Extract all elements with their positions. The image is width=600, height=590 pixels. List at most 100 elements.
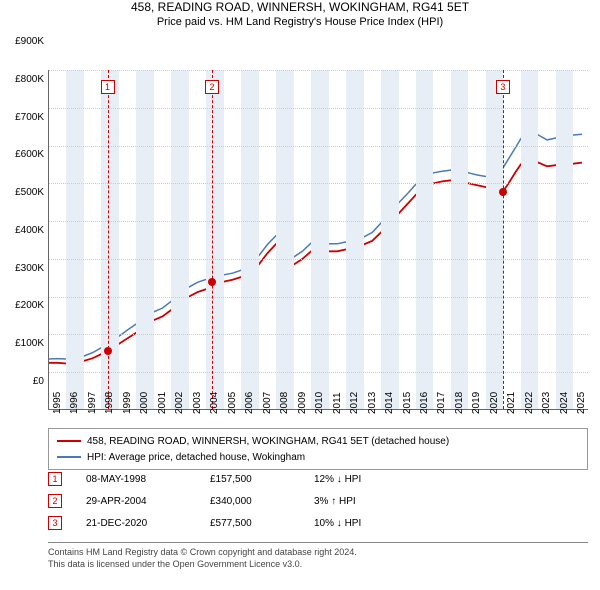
y-axis-label: £800K [4, 74, 44, 85]
x-axis-label: 2020 [489, 392, 500, 414]
gridline [49, 70, 588, 71]
event-marker-box: 1 [101, 80, 115, 94]
year-shade [451, 70, 468, 409]
event-row-date: 29-APR-2004 [86, 496, 186, 507]
year-shade [416, 70, 433, 409]
event-row-date: 08-MAY-1998 [86, 474, 186, 485]
y-axis-label: £500K [4, 187, 44, 198]
y-axis-label: £100K [4, 338, 44, 349]
x-axis-label: 2013 [367, 392, 378, 414]
x-axis-label: 2011 [332, 392, 343, 414]
year-shade [206, 70, 223, 409]
x-axis-label: 2014 [384, 392, 395, 414]
x-axis-label: 2021 [506, 392, 517, 414]
legend-box: 458, READING ROAD, WINNERSH, WOKINGHAM, … [48, 428, 588, 470]
event-row-price: £340,000 [210, 496, 290, 507]
footnote-line2: This data is licensed under the Open Gov… [48, 559, 588, 571]
x-axis-label: 2004 [209, 392, 220, 414]
x-axis-label: 2016 [419, 392, 430, 414]
x-axis-label: 2017 [436, 392, 447, 414]
legend-row-property: 458, READING ROAD, WINNERSH, WOKINGHAM, … [57, 433, 579, 449]
gridline [49, 259, 588, 260]
x-axis-label: 2009 [297, 392, 308, 414]
year-shade [486, 70, 503, 409]
gridline [49, 183, 588, 184]
year-shade [171, 70, 188, 409]
gridline [49, 221, 588, 222]
year-shade [101, 70, 118, 409]
legend-label-property: 458, READING ROAD, WINNERSH, WOKINGHAM, … [87, 436, 449, 447]
event-row-marker: 3 [48, 516, 62, 530]
y-axis-label: £600K [4, 149, 44, 160]
x-axis-label: 2015 [402, 392, 413, 414]
x-axis-label: 1996 [69, 392, 80, 414]
y-axis-label: £400K [4, 225, 44, 236]
chart-title: 458, READING ROAD, WINNERSH, WOKINGHAM, … [0, 0, 600, 14]
year-shade [311, 70, 328, 409]
legend-row-hpi: HPI: Average price, detached house, Woki… [57, 449, 579, 465]
chart-subtitle: Price paid vs. HM Land Registry's House … [0, 16, 600, 28]
x-axis-label: 2010 [314, 392, 325, 414]
event-row-price: £577,500 [210, 518, 290, 529]
legend-swatch-property [57, 440, 81, 442]
year-shade [136, 70, 153, 409]
event-marker-box: 2 [205, 80, 219, 94]
year-shade [556, 70, 573, 409]
x-axis-label: 2024 [559, 392, 570, 414]
event-row-marker: 2 [48, 494, 62, 508]
x-axis-label: 2018 [454, 392, 465, 414]
gridline [49, 108, 588, 109]
event-row-date: 21-DEC-2020 [86, 518, 186, 529]
gridline [49, 297, 588, 298]
y-axis-label: £0 [4, 376, 44, 387]
gridline [49, 146, 588, 147]
x-axis-label: 1999 [122, 392, 133, 414]
year-shade [381, 70, 398, 409]
events-table: 1 08-MAY-1998 £157,500 12% ↓ HPI 2 29-APR-200… [48, 468, 414, 534]
year-shade [521, 70, 538, 409]
x-axis-label: 2008 [279, 392, 290, 414]
year-shade [276, 70, 293, 409]
x-axis-label: 1998 [104, 392, 115, 414]
footnote-line1: Contains HM Land Registry data © Crown c… [48, 547, 588, 559]
x-axis-label: 2007 [262, 392, 273, 414]
event-row-diff: 10% ↓ HPI [314, 518, 414, 529]
sale-dot [499, 188, 507, 196]
plot-region: 1 2 3 [48, 70, 588, 410]
x-axis-label: 2025 [576, 392, 587, 414]
y-axis-label: £700K [4, 112, 44, 123]
sale-dot [208, 278, 216, 286]
gridline [49, 334, 588, 335]
event-row: 3 21-DEC-2020 £577,500 10% ↓ HPI [48, 512, 414, 534]
year-shade [66, 70, 83, 409]
event-row: 2 29-APR-2004 £340,000 3% ↑ HPI [48, 490, 414, 512]
legend-label-hpi: HPI: Average price, detached house, Woki… [87, 452, 305, 463]
x-axis-label: 2012 [349, 392, 360, 414]
event-dash-line [212, 70, 213, 409]
event-row: 1 08-MAY-1998 £157,500 12% ↓ HPI [48, 468, 414, 490]
x-axis-label: 2000 [139, 392, 150, 414]
sale-dot [104, 347, 112, 355]
x-axis-label: 1995 [52, 392, 63, 414]
event-marker-box: 3 [496, 80, 510, 94]
event-row-marker: 1 [48, 472, 62, 486]
y-axis-label: £300K [4, 263, 44, 274]
event-row-price: £157,500 [210, 474, 290, 485]
event-row-diff: 3% ↑ HPI [314, 496, 414, 507]
event-dash-line [108, 70, 109, 409]
x-axis-label: 1997 [87, 392, 98, 414]
x-axis-label: 2023 [541, 392, 552, 414]
x-axis-label: 2002 [174, 392, 185, 414]
year-shade [346, 70, 363, 409]
event-row-diff: 12% ↓ HPI [314, 474, 414, 485]
x-axis-label: 2003 [192, 392, 203, 414]
gridline [49, 372, 588, 373]
x-axis-label: 2006 [244, 392, 255, 414]
year-shade [241, 70, 258, 409]
x-axis-label: 2019 [471, 392, 482, 414]
footnote: Contains HM Land Registry data © Crown c… [48, 542, 588, 570]
x-axis-label: 2001 [157, 392, 168, 414]
y-axis-label: £900K [4, 36, 44, 47]
legend-swatch-hpi [57, 456, 81, 458]
y-axis-label: £200K [4, 300, 44, 311]
